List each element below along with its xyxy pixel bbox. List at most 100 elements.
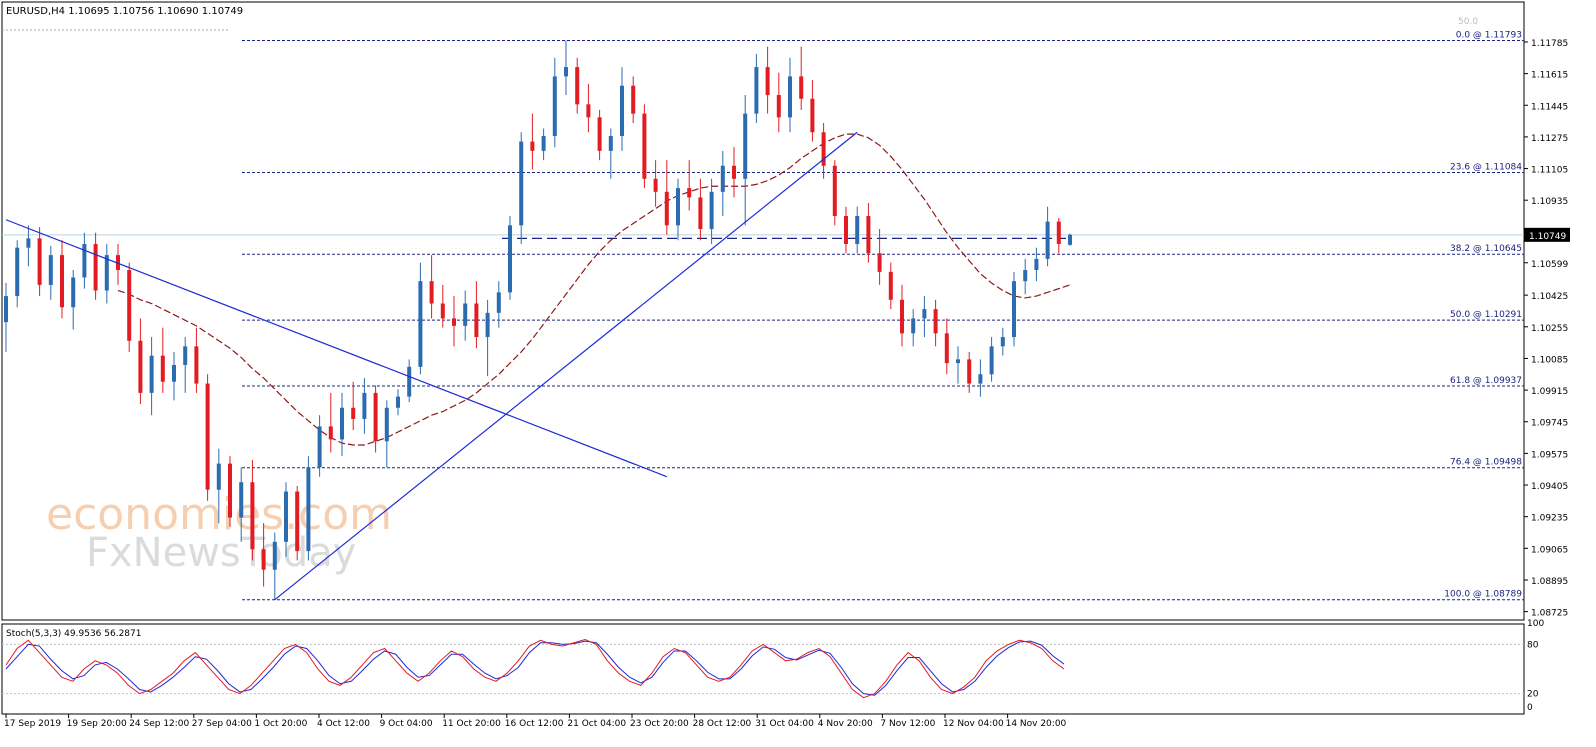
candle (855, 206, 860, 254)
candle (922, 296, 927, 338)
candle-body (754, 67, 759, 114)
candle (418, 262, 423, 375)
current-price-label: 1.10749 (1529, 232, 1566, 242)
candle (866, 202, 871, 263)
price-tick-label: 1.11615 (1531, 71, 1568, 81)
candle (564, 40, 568, 96)
current-price-box (1524, 227, 1570, 242)
candle (1056, 217, 1061, 254)
price-tick-label: 1.10085 (1531, 355, 1568, 365)
time-tick-label: 9 Oct 04:00 (380, 719, 433, 729)
candle (485, 299, 490, 377)
candle (463, 290, 468, 341)
candle-body (373, 392, 378, 442)
candle-body (888, 271, 893, 300)
candle (911, 309, 916, 347)
candle (989, 337, 994, 382)
candle (407, 359, 412, 403)
price-tick-label: 1.09235 (1531, 514, 1568, 524)
candle-body (463, 303, 468, 326)
candle (810, 80, 815, 142)
candle-body (597, 117, 602, 151)
time-tick-label: 23 Oct 20:00 (630, 719, 689, 729)
candle-body (911, 318, 916, 334)
price-tick-label: 1.08725 (1531, 609, 1568, 619)
price-tick-label: 1.11445 (1531, 102, 1568, 112)
stoch-main-line (5, 638, 1065, 699)
time-tick-label: 21 Oct 04:00 (567, 719, 626, 729)
stochastic-pane-frame (1, 623, 1525, 715)
candle (776, 72, 781, 133)
candle-body (172, 364, 176, 382)
candle-body (788, 76, 792, 118)
candle-body (519, 141, 524, 226)
candle-body (1068, 234, 1072, 245)
candle (239, 467, 244, 542)
candle (60, 240, 64, 319)
fib-label: 100.0 @ 1.08789 (1444, 590, 1522, 600)
candle (48, 245, 53, 300)
candle (799, 46, 804, 110)
candle-body (698, 197, 703, 230)
candle-body (810, 98, 815, 133)
candle (183, 337, 188, 393)
candle-body (317, 426, 322, 468)
candle-body (1056, 221, 1061, 244)
candle-body (37, 238, 42, 285)
candle (272, 532, 277, 600)
candle-body (239, 482, 244, 518)
candle-body (564, 67, 568, 77)
candle-body (183, 346, 188, 365)
candle-body (485, 312, 490, 338)
price-tick-label: 1.09405 (1531, 482, 1568, 492)
candle (978, 359, 983, 397)
candle-body (306, 467, 311, 552)
candle-body (418, 281, 423, 367)
candle (620, 67, 624, 151)
candle (530, 113, 535, 170)
candle-body (967, 359, 972, 384)
candle (93, 232, 98, 300)
candle-body (1023, 270, 1028, 282)
candle (396, 389, 400, 416)
candle-body (1045, 221, 1050, 259)
candle-body (732, 165, 736, 179)
candle (597, 109, 602, 161)
price-tick-label: 1.10255 (1531, 324, 1568, 334)
price-tick-label: 1.09915 (1531, 387, 1568, 397)
candle-body (575, 67, 580, 105)
candle (4, 283, 8, 352)
stoch-signal-line (5, 640, 1065, 696)
candle (956, 346, 960, 384)
candle-body (116, 255, 120, 271)
candle (127, 262, 132, 352)
time-tick-label: 4 Nov 20:00 (818, 719, 873, 729)
candle (172, 351, 176, 401)
candle-body (1034, 258, 1039, 271)
candle-body (1012, 281, 1016, 338)
time-tick-label: 31 Oct 04:00 (755, 719, 814, 729)
candle (832, 160, 837, 226)
candle-body (496, 292, 501, 313)
time-tick-label: 7 Nov 12:00 (880, 719, 935, 729)
price-tick-label: 1.10425 (1531, 292, 1568, 302)
candle-body (60, 255, 64, 308)
time-tick-label: 11 Oct 20:00 (442, 719, 501, 729)
trendline-ascending (274, 131, 858, 601)
candle-body (272, 541, 277, 570)
candle-body (15, 247, 20, 297)
candle-body (900, 299, 904, 334)
candle-body (452, 318, 456, 326)
candle-body (407, 366, 412, 397)
candle-body (160, 355, 165, 382)
candle (653, 160, 658, 207)
price-tick-label: 1.10599 (1531, 260, 1568, 270)
candle (429, 255, 434, 319)
candle-body (608, 135, 613, 151)
candle (888, 262, 893, 310)
candle (642, 104, 647, 189)
time-tick-label: 1 Oct 20:00 (254, 719, 307, 729)
candle-body (832, 165, 837, 217)
stoch-label: Stoch(5,3,3) 49.9536 56.2871 (6, 629, 141, 639)
